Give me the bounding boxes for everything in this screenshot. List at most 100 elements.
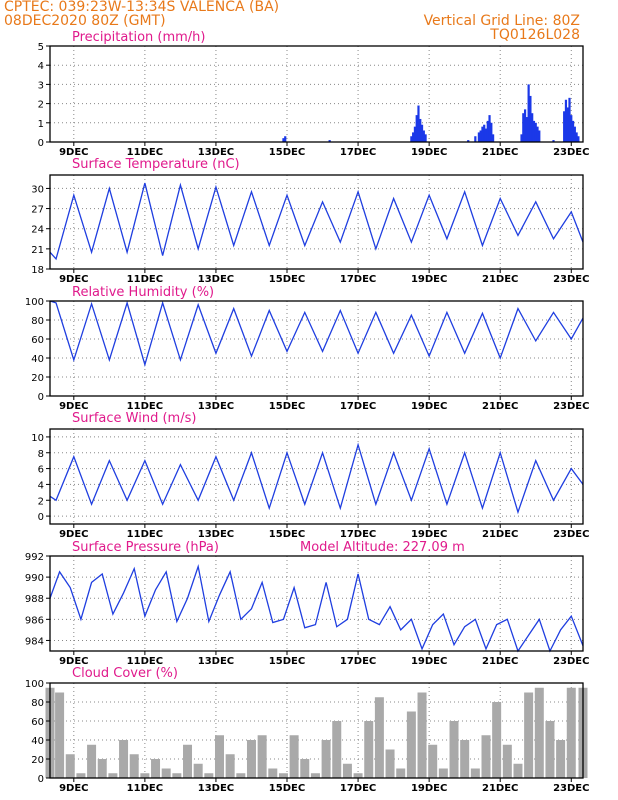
wind-frame [49, 428, 584, 525]
cloud-cover-ytick-label: 0 [38, 774, 44, 785]
precipitation-bar [523, 109, 527, 142]
precipitation-bar [527, 84, 530, 142]
date-header: 08DEC2020 80Z (GMT) [4, 13, 166, 29]
cloud-cover-bar [268, 768, 278, 778]
precipitation-xtick-label: 17DEC [340, 147, 376, 158]
precipitation-bar [536, 126, 539, 142]
cloud-cover-bar [502, 744, 512, 778]
pressure-ytick-label: 984 [25, 636, 44, 647]
precipitation-ytick-label: 1 [38, 119, 44, 130]
wind-line [49, 442, 584, 515]
precipitation-title: Precipitation (mm/h) [72, 30, 205, 45]
humidity-line [49, 300, 584, 368]
precipitation-xtick-label: 19DEC [411, 147, 447, 158]
precipitation-bar [282, 138, 285, 142]
cloud-cover-bar [406, 711, 416, 778]
cloud-cover-bar [481, 735, 491, 778]
precipitation-bar [522, 113, 525, 142]
humidity-xtick-label: 21DEC [482, 401, 518, 412]
temperature-ytick-label: 30 [31, 184, 44, 195]
wind-xtick-label: 15DEC [269, 529, 305, 540]
cloud-cover-bar [449, 721, 459, 778]
precipitation-xtick-label: 13DEC [198, 147, 234, 158]
model-code: TQ0126L028 [490, 27, 580, 43]
cloud-cover-bar [108, 773, 118, 778]
cloud-cover-bar [396, 768, 406, 778]
wind-xtick-label: 23DEC [553, 529, 589, 540]
humidity-xtick-label: 17DEC [340, 401, 376, 412]
precipitation-xtick-label: 15DEC [269, 147, 305, 158]
cloud-cover-bar [534, 687, 544, 778]
cloud-cover-bar [428, 744, 438, 778]
precipitation-bar [490, 122, 493, 142]
precipitation-bar [422, 130, 425, 142]
precipitation-bar [412, 132, 415, 142]
wind-xtick-label: 13DEC [198, 529, 234, 540]
cloud-cover-bar [545, 721, 555, 778]
precipitation-bar [577, 136, 580, 142]
temperature-ytick-label: 18 [31, 265, 44, 276]
cloud-cover-bar [513, 763, 523, 778]
cloud-cover-bar [225, 754, 235, 778]
cloud-cover-bar [278, 773, 288, 778]
cloud-cover-bar [140, 773, 150, 778]
humidity-title: Relative Humidity (%) [72, 285, 214, 300]
cloud-cover-bar [119, 740, 129, 778]
precipitation-ytick-label: 0 [38, 138, 44, 149]
wind-ytick-label: 10 [31, 433, 44, 444]
cloud-cover-bar [55, 692, 65, 778]
cloud-cover-xtick-label: 11DEC [127, 783, 163, 794]
precipitation-frame [49, 45, 584, 143]
precipitation-ytick-label: 2 [38, 100, 44, 111]
wind-ytick-label: 0 [38, 512, 44, 523]
wind-ytick-label: 6 [38, 465, 44, 476]
precipitation-bar [420, 124, 424, 142]
cloud-cover-xtick-label: 9DEC [59, 783, 88, 794]
precipitation-ytick-label: 5 [38, 42, 44, 53]
cloud-cover-bar [87, 744, 97, 778]
precipitation-bar [534, 122, 537, 142]
pressure-ytick-label: 992 [25, 552, 44, 563]
precipitation-bar [417, 105, 420, 142]
precipitation-bar [413, 126, 417, 142]
cloud-cover-bar [289, 735, 299, 778]
cloud-cover-xtick-label: 15DEC [269, 783, 305, 794]
precipitation-bar [575, 132, 578, 142]
cloud-cover-xtick-label: 17DEC [340, 783, 376, 794]
pressure-xtick-label: 11DEC [127, 656, 163, 667]
pressure-xtick-label: 23DEC [553, 656, 589, 667]
pressure-xtick-label: 17DEC [340, 656, 376, 667]
precipitation-bar [477, 132, 480, 142]
precipitation-bar [419, 118, 422, 142]
precipitation-bar [410, 136, 413, 142]
precipitation-xtick-label: 9DEC [59, 147, 88, 158]
humidity-ytick-label: 60 [31, 335, 44, 346]
precipitation-bar [492, 134, 495, 142]
humidity-ytick-label: 0 [38, 392, 44, 403]
humidity-panel: Relative Humidity (%) 0 20 40 60 80 100 9DEC 11D… [25, 285, 590, 412]
cloud-cover-ytick-label: 80 [31, 698, 44, 709]
precipitation-xtick-label: 21DEC [482, 147, 518, 158]
precipitation-bar [481, 126, 484, 142]
wind-ytick-label: 4 [38, 480, 44, 491]
temperature-xtick-label: 17DEC [340, 274, 376, 285]
pressure-xtick-label: 19DEC [411, 656, 447, 667]
temperature-xtick-label: 15DEC [269, 274, 305, 285]
pressure-ytick-label: 986 [25, 615, 44, 626]
precipitation-ytick-label: 3 [38, 80, 44, 91]
precipitation-bar [488, 115, 491, 142]
cloud-cover-ytick-label: 40 [31, 736, 44, 747]
cloud-cover-bar [385, 749, 395, 778]
humidity-xtick-label: 19DEC [411, 401, 447, 412]
cloud-cover-bar [566, 687, 576, 778]
precipitation-bar [415, 115, 418, 142]
cloud-cover-bar [151, 759, 161, 778]
precipitation-bar [566, 107, 569, 142]
cloud-cover-bar [342, 763, 352, 778]
cloud-cover-bar [183, 744, 193, 778]
cloud-cover-bar [353, 773, 363, 778]
precipitation-bar [532, 120, 536, 142]
precipitation-bar [563, 111, 566, 142]
station-header: CPTEC: 039:23W-13:34S VALENCA (BA) [4, 0, 280, 15]
cloud-cover-bar [246, 740, 256, 778]
